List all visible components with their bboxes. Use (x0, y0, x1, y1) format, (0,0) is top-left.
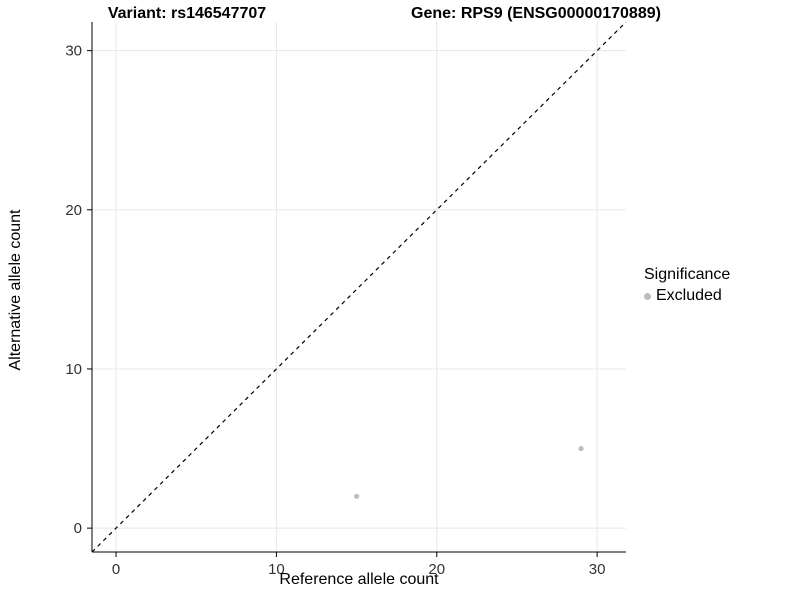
x-tick-label: 20 (428, 561, 445, 578)
x-tick-label: 10 (268, 561, 285, 578)
x-tick-label: 0 (112, 561, 120, 578)
plot-title-variant: Variant: rs146547707 (107, 5, 267, 22)
data-point (353, 493, 360, 499)
identity-line (91, 21, 627, 553)
x-axis-label: Reference allele count (279, 571, 439, 588)
legend: Significance Excluded (644, 266, 730, 305)
y-tick-label: 20 (65, 202, 82, 219)
legend-item-label: Excluded (656, 287, 722, 304)
y-tick-label: 0 (74, 520, 82, 537)
data-point (578, 445, 584, 452)
x-tick-label: 30 (589, 561, 606, 578)
legend-title: Significance (644, 266, 731, 283)
legend-item: Excluded (644, 287, 730, 305)
y-axis-label: Alternative allele count (7, 209, 24, 371)
y-tick-label: 30 (65, 43, 82, 60)
plot-title-gene: Gene: RPS9 (ENSG00000170889) (411, 5, 661, 22)
y-tick-label: 10 (65, 361, 82, 378)
legend-point-icon (644, 292, 651, 300)
